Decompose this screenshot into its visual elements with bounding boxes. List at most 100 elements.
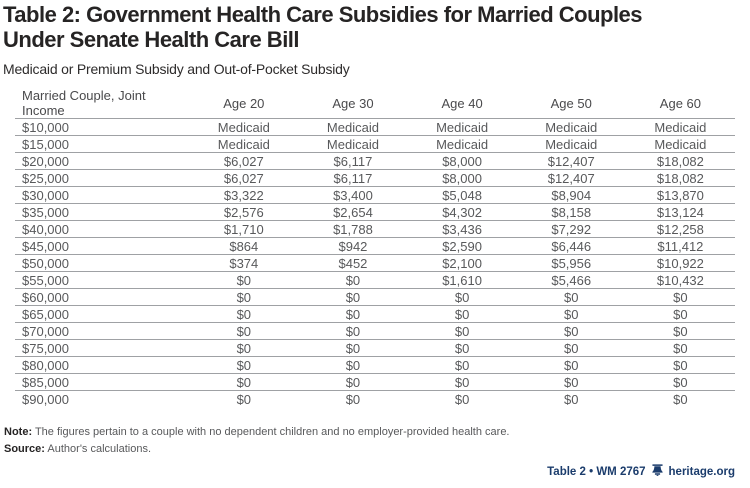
title-line-2: Under Senate Health Care Bill [3, 27, 300, 52]
subsidy-cell: $0 [516, 339, 626, 357]
table-row: $20,000 $6,027 $6,117 $8,000 $12,407 $18,082 [15, 152, 735, 170]
subsidy-cell: $452 [298, 254, 408, 272]
subsidy-cell: $0 [189, 271, 299, 289]
subsidy-cell: $7,292 [516, 220, 626, 238]
subsidy-cell: Medicaid [625, 118, 735, 136]
subsidy-cell: $0 [625, 373, 735, 391]
subsidy-cell: $0 [298, 390, 408, 407]
table-row: $65,000 $0 $0 $0 $0 $0 [15, 305, 735, 323]
subsidy-cell: $0 [298, 305, 408, 323]
subsidy-cell: $374 [189, 254, 299, 272]
source-label: Source: [4, 443, 45, 455]
subsidy-cell: $13,124 [625, 203, 735, 221]
income-cell: $25,000 [15, 169, 190, 187]
subsidy-cell: $0 [189, 339, 299, 357]
income-cell: $15,000 [15, 135, 190, 153]
table-row: $10,000 Medicaid Medicaid Medicaid Medicaid M… [15, 118, 735, 136]
source-line: Source: Author's calculations. [4, 441, 510, 458]
income-cell: $10,000 [15, 118, 190, 136]
subsidy-cell: Medicaid [407, 118, 517, 136]
subsidy-cell: $0 [298, 339, 408, 357]
subsidy-cell: $0 [298, 373, 408, 391]
subsidy-cell: $18,082 [625, 152, 735, 170]
subsidy-cell: $3,322 [189, 186, 299, 204]
subsidy-cell: $6,117 [298, 152, 408, 170]
subsidy-cell: $864 [189, 237, 299, 255]
subsidy-cell: $12,258 [625, 220, 735, 238]
header-age-30: Age 30 [332, 95, 374, 111]
income-cell: $65,000 [15, 305, 190, 323]
subsidy-cell: $5,956 [516, 254, 626, 272]
subsidy-cell: $0 [298, 356, 408, 374]
note-line: Note: The figures pertain to a couple wi… [4, 424, 510, 441]
table-row: $55,000 $0 $0 $1,610 $5,466 $10,432 [15, 271, 735, 289]
table-row: $70,000 $0 $0 $0 $0 $0 [15, 322, 735, 340]
subsidy-cell: $0 [407, 288, 517, 306]
source-text: Author's calculations. [44, 443, 152, 455]
income-cell: $35,000 [15, 203, 190, 221]
note-text: The figures pertain to a couple with no … [32, 426, 510, 438]
subsidy-cell: $0 [625, 288, 735, 306]
table-row: $35,000 $2,576 $2,654 $4,302 $8,158 $13,124 [15, 203, 735, 221]
table-subtitle: Medicaid or Premium Subsidy and Out-of-P… [3, 61, 350, 77]
subsidy-cell: $10,432 [625, 271, 735, 289]
subsidy-cell: $0 [625, 390, 735, 407]
header-age-60: Age 60 [659, 95, 701, 111]
subsidy-cell: Medicaid [189, 135, 299, 153]
subsidy-cell: $0 [189, 322, 299, 340]
subsidy-cell: $8,000 [407, 169, 517, 187]
subsidy-cell: $5,466 [516, 271, 626, 289]
income-cell: $90,000 [15, 390, 190, 407]
header-age-40: Age 40 [441, 95, 483, 111]
table-row: $40,000 $1,710 $1,788 $3,436 $7,292 $12,258 [15, 220, 735, 238]
subsidy-cell: $0 [189, 373, 299, 391]
subsidy-cell: $10,922 [625, 254, 735, 272]
subsidy-cell: $0 [625, 339, 735, 357]
table-row: $85,000 $0 $0 $0 $0 $0 [15, 373, 735, 391]
subsidy-cell: $0 [189, 288, 299, 306]
subsidy-cell: $18,082 [625, 169, 735, 187]
subsidy-cell: $0 [189, 305, 299, 323]
liberty-bell-icon [651, 464, 664, 479]
credit-text: Table 2 • WM 2767 [547, 465, 646, 478]
subsidy-cell: $8,904 [516, 186, 626, 204]
subsidy-cell: Medicaid [189, 118, 299, 136]
subsidy-table-header: Married Couple, Joint Income Age 20 Age … [15, 88, 735, 119]
header-age-20: Age 20 [223, 95, 265, 111]
table-row: $60,000 $0 $0 $0 $0 $0 [15, 288, 735, 306]
subsidy-cell: $942 [298, 237, 408, 255]
subsidy-table-body: $10,000 Medicaid Medicaid Medicaid Medicaid M… [15, 118, 735, 407]
subsidy-cell: $0 [407, 390, 517, 407]
footnotes: Note: The figures pertain to a couple wi… [4, 424, 510, 458]
income-cell: $55,000 [15, 271, 190, 289]
subsidy-cell: $2,576 [189, 203, 299, 221]
subsidy-cell: $8,000 [407, 152, 517, 170]
subsidy-cell: Medicaid [625, 135, 735, 153]
subsidy-cell: $0 [298, 288, 408, 306]
subsidy-cell: $4,302 [407, 203, 517, 221]
table-row: $25,000 $6,027 $6,117 $8,000 $12,407 $18,082 [15, 169, 735, 187]
subsidy-cell: $0 [516, 322, 626, 340]
table-row: $45,000 $864 $942 $2,590 $6,446 $11,412 [15, 237, 735, 255]
subsidy-cell: $6,446 [516, 237, 626, 255]
income-cell: $70,000 [15, 322, 190, 340]
subsidy-cell: Medicaid [516, 118, 626, 136]
subsidy-cell: $0 [407, 373, 517, 391]
subsidy-cell: $3,400 [298, 186, 408, 204]
header-income: Married Couple, Joint Income [22, 88, 146, 118]
subsidy-cell: $0 [516, 390, 626, 407]
subsidy-cell: $0 [189, 356, 299, 374]
table-row: $80,000 $0 $0 $0 $0 $0 [15, 356, 735, 374]
subsidy-cell: $0 [516, 356, 626, 374]
income-cell: $85,000 [15, 373, 190, 391]
subsidy-cell: $2,100 [407, 254, 517, 272]
subsidy-cell: $2,654 [298, 203, 408, 221]
subsidy-cell: $0 [298, 271, 408, 289]
subsidy-cell: $0 [516, 373, 626, 391]
subsidy-cell: $12,407 [516, 169, 626, 187]
income-cell: $20,000 [15, 152, 190, 170]
subsidy-cell: $0 [625, 322, 735, 340]
title-line-1: Table 2: Government Health Care Subsidie… [3, 2, 643, 27]
subsidy-cell: $3,436 [407, 220, 517, 238]
